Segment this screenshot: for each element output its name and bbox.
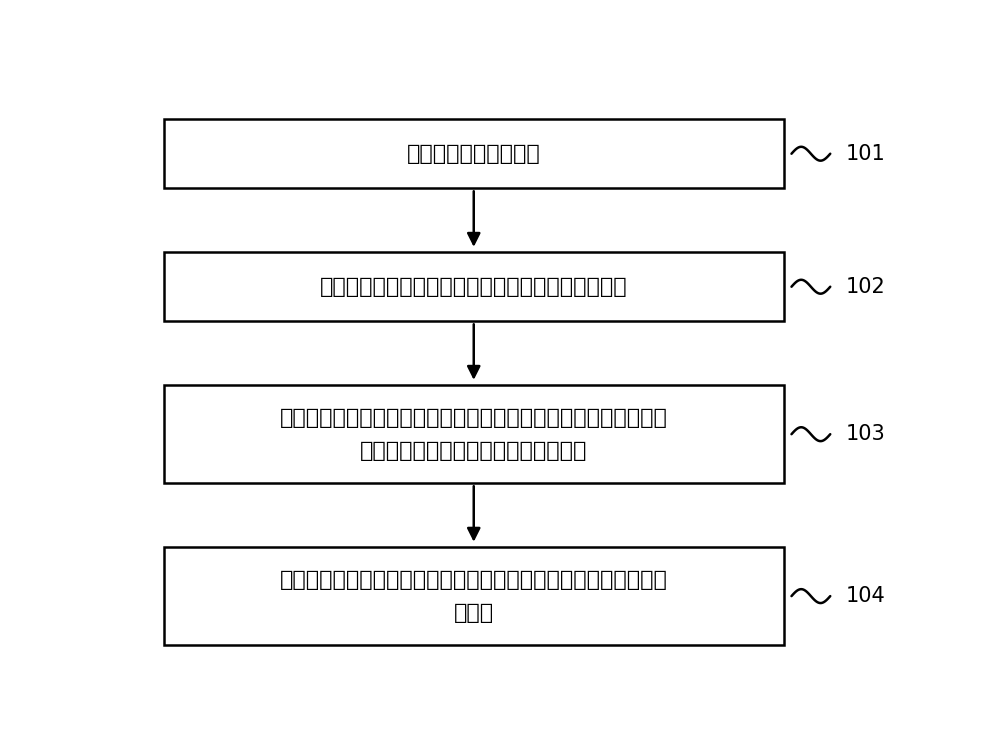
Text: 基于所述偏移信息及所述全站仪的地理坐标，确定所述待测点的地
理坐标: 基于所述偏移信息及所述全站仪的地理坐标，确定所述待测点的地 理坐标 (280, 570, 668, 623)
Text: 102: 102 (845, 276, 885, 297)
Text: 获取全站仪采集的图像: 获取全站仪采集的图像 (407, 143, 541, 164)
FancyBboxPatch shape (164, 385, 784, 484)
FancyBboxPatch shape (164, 252, 784, 321)
FancyBboxPatch shape (164, 547, 784, 645)
Text: 确定所述图像所对应的采集区域内的至少一个待测点: 确定所述图像所对应的采集区域内的至少一个待测点 (320, 276, 628, 297)
FancyBboxPatch shape (164, 119, 784, 189)
Text: 104: 104 (845, 586, 885, 606)
Text: 101: 101 (845, 143, 885, 164)
Text: 基于所述待测点在所述图像上成像点的图像坐标，确定所述待测点
相对于所述全站仪的测距轴的偏移信息: 基于所述待测点在所述图像上成像点的图像坐标，确定所述待测点 相对于所述全站仪的测… (280, 408, 668, 460)
Text: 103: 103 (845, 424, 885, 444)
